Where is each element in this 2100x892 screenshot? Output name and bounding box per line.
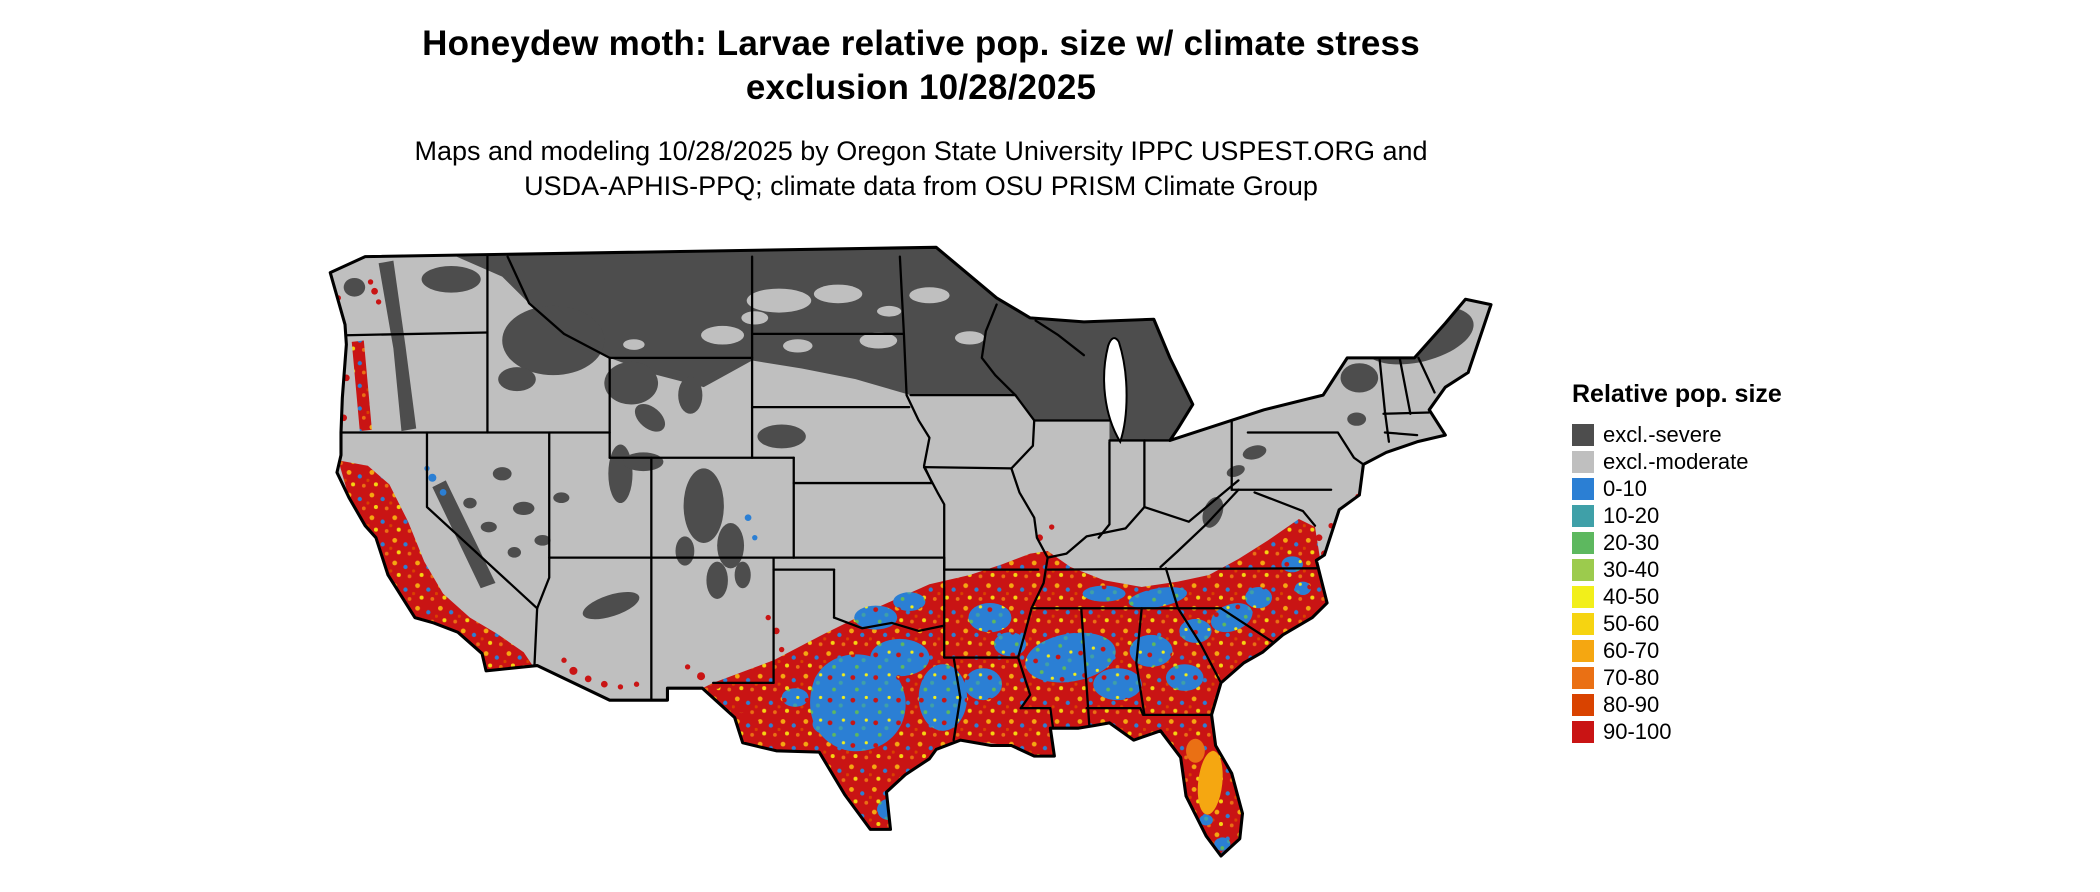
map-subtitle-line2: USDA-APHIS-PPQ; climate data from OSU PR… xyxy=(524,171,1318,201)
legend-item: 10-20 xyxy=(1572,502,1782,529)
legend-item: excl.-severe xyxy=(1572,421,1782,448)
us-map-svg xyxy=(328,245,1493,858)
legend-item: 0-10 xyxy=(1572,475,1782,502)
legend-item-label: excl.-severe xyxy=(1603,421,1722,447)
lake-michigan xyxy=(1103,337,1128,445)
legend-swatch xyxy=(1572,693,1594,716)
page-title-line1: Honeydew moth: Larvae relative pop. size… xyxy=(422,24,1420,63)
legend-swatch xyxy=(1572,639,1594,662)
legend-item: 20-30 xyxy=(1572,529,1782,556)
legend-swatch xyxy=(1572,612,1594,635)
legend-item: 90-100 xyxy=(1572,718,1782,745)
legend-item-label: 70-80 xyxy=(1603,664,1660,690)
severe-band-light-mottle xyxy=(623,284,985,353)
legend-swatch xyxy=(1572,720,1594,743)
florida-midvalue-spine xyxy=(1186,738,1223,815)
legend-swatch xyxy=(1572,477,1594,500)
legend-item: 80-90 xyxy=(1572,691,1782,718)
legend-swatch xyxy=(1572,450,1594,473)
legend-item-label: 50-60 xyxy=(1603,610,1660,636)
legend-item: 70-80 xyxy=(1572,664,1782,691)
us-choropleth-map xyxy=(298,218,1534,884)
legend-swatch xyxy=(1572,423,1594,446)
legend-item-label: 40-50 xyxy=(1603,583,1660,609)
map-legend: Relative pop. size excl.-severe excl.-mo… xyxy=(1572,380,1782,745)
legend-item-label: 10-20 xyxy=(1603,502,1660,528)
legend-item: 30-40 xyxy=(1572,556,1782,583)
legend-swatch xyxy=(1572,531,1594,554)
map-subtitle-line1: Maps and modeling 10/28/2025 by Oregon S… xyxy=(414,136,1428,166)
legend-item: 40-50 xyxy=(1572,583,1782,610)
legend-item: 60-70 xyxy=(1572,637,1782,664)
legend-item-label: 60-70 xyxy=(1603,637,1660,663)
state-borders xyxy=(339,255,1436,742)
map-subtitle: Maps and modeling 10/28/2025 by Oregon S… xyxy=(0,134,1842,204)
legend-swatch xyxy=(1572,666,1594,689)
legend-swatch xyxy=(1572,585,1594,608)
legend-item-label: 30-40 xyxy=(1603,556,1660,582)
page-title-line2: exclusion 10/28/2025 xyxy=(745,68,1097,107)
legend-title: Relative pop. size xyxy=(1572,380,1782,408)
legend-item: 50-60 xyxy=(1572,610,1782,637)
legend-item-label: 20-30 xyxy=(1603,529,1660,555)
legend-items: excl.-severe excl.-moderate 0-10 10-20 2… xyxy=(1572,421,1782,745)
legend-swatch xyxy=(1572,558,1594,581)
legend-item: excl.-moderate xyxy=(1572,448,1782,475)
low-population-patches xyxy=(781,556,1311,851)
map-header: Honeydew moth: Larvae relative pop. size… xyxy=(0,22,1842,204)
legend-item-label: 0-10 xyxy=(1603,475,1648,501)
legend-item-label: 80-90 xyxy=(1603,691,1660,717)
legend-item-label: excl.-moderate xyxy=(1603,448,1749,474)
legend-swatch xyxy=(1572,504,1594,527)
us-outline xyxy=(328,245,1493,858)
legend-item-label: 90-100 xyxy=(1603,718,1672,744)
